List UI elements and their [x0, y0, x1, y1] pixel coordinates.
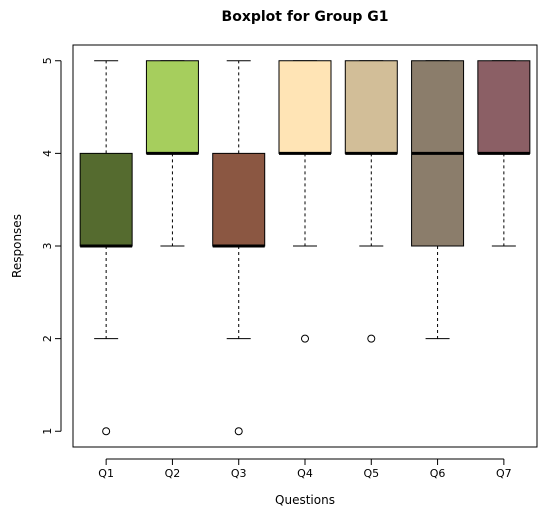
y-tick-label: 3	[41, 243, 54, 250]
y-tick-label: 1	[41, 428, 54, 435]
x-axis: Q1 Q2 Q3 Q4 Q5 Q6 Q7	[98, 458, 512, 480]
box-iqr	[212, 152, 266, 247]
box-q4	[278, 60, 332, 343]
x-tick-label: Q7	[496, 467, 512, 480]
box-iqr	[278, 60, 332, 154]
x-tick-label: Q4	[297, 467, 313, 480]
box-q2	[145, 60, 199, 247]
x-tick-label: Q6	[430, 467, 446, 480]
box-q5	[344, 60, 398, 343]
y-tick-label: 2	[41, 335, 54, 342]
box-iqr	[79, 152, 133, 247]
box-q6	[411, 60, 465, 340]
box-iqr	[477, 60, 531, 154]
y-axis-label: Responses	[10, 214, 24, 278]
box-q7	[477, 60, 531, 247]
outlier-point	[234, 427, 243, 436]
box-q1	[79, 60, 133, 436]
x-tick-label: Q2	[165, 467, 181, 480]
outlier-point	[102, 427, 111, 436]
chart-title: Boxplot for Group G1	[222, 9, 389, 25]
x-tick-label: Q1	[98, 467, 114, 480]
y-tick-label: 5	[41, 57, 54, 64]
plot-frame	[72, 44, 538, 448]
box-q3	[212, 60, 266, 436]
y-axis: 1 2 3 4 5	[41, 57, 62, 435]
y-tick-label: 4	[41, 150, 54, 157]
x-tick-label: Q5	[363, 467, 379, 480]
boxes-group	[79, 60, 531, 436]
x-tick-label: Q3	[231, 467, 247, 480]
box-iqr	[344, 60, 398, 154]
outlier-point	[367, 334, 376, 343]
x-axis-label: Questions	[275, 493, 335, 507]
outlier-point	[301, 334, 309, 343]
box-iqr	[145, 60, 199, 154]
